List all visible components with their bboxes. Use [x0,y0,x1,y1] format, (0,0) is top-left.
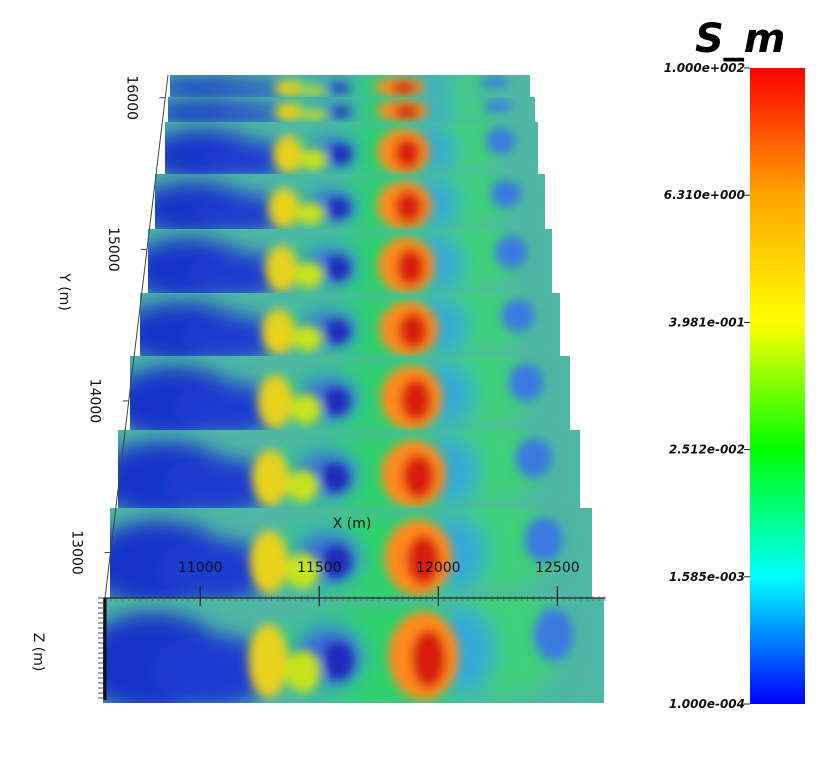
colorbar-label: 2.512e-002 [669,443,745,457]
model-slices [103,75,604,703]
x-tick-label: 12000 [416,560,461,576]
yellow-zone [261,309,296,355]
colorbar-label: 1.000e-004 [669,697,745,711]
yellow-zone [293,325,323,352]
red-zone [394,191,423,224]
colorbar-label: 6.310e+000 [664,188,745,202]
y-axis: 13000 14000 15000 16000 Y (m) [56,74,169,599]
slice-1 [170,75,530,97]
slice-6 [140,293,560,358]
deep-blue-zone [328,84,351,93]
deep-blue-zone [329,107,352,117]
x-tick-label: 11000 [178,560,223,576]
y-axis-line [104,74,169,599]
yellow-zone [268,188,300,229]
yellow-zone [257,375,293,429]
x-tick-label: 12500 [535,560,580,576]
colorbar: S_m 1.000e+002 6.310e+000 3.981e-001 2.512e… [664,16,805,711]
deep-blue-zone [326,197,350,219]
blue-zone [202,140,292,176]
y-tick-label: 15000 [105,227,121,272]
deep-blue-zone [329,144,352,165]
blue-zone [153,634,274,703]
slice-4 [155,174,545,231]
yellow-zone [301,86,327,95]
x-axis-title: X (m) [333,516,372,532]
yellow-zone [248,624,289,698]
blue-zone [164,458,276,510]
blue-zone [479,77,509,89]
slice-10 [103,598,604,703]
slice-8 [118,430,580,510]
blue-zone [206,82,293,97]
colorbar-label: 1.000e+002 [664,61,745,75]
z-axis-title: Z (m) [30,633,46,672]
red-zone [396,248,425,286]
red-zone [391,81,417,94]
slice-2 [168,97,535,122]
blue-zone [204,105,293,122]
blue-zone [495,235,528,269]
blue-zone [194,193,288,231]
red-zone [400,378,432,422]
yellow-zone [301,149,328,171]
deep-blue-zone [321,463,350,493]
yellow-zone [274,103,304,121]
y-tick-label: 14000 [87,379,103,424]
slice-3 [165,122,538,176]
yellow-zone [290,394,322,425]
deep-blue-zone [322,545,352,579]
deep-blue-zone [325,256,350,281]
deep-blue-zone [324,320,350,344]
yellow-zone [297,202,325,226]
slice-9 [110,508,592,598]
deep-blue-zone [323,387,350,416]
yellow-zone [295,262,324,289]
blue-zone [508,363,544,402]
x-axis: 11000 11500 12000 12500 X (m) [104,516,606,606]
yellow-zone [249,530,289,594]
y-tick-label: 16000 [123,75,139,120]
y-tick-label: 13000 [68,530,84,575]
red-zone [402,454,435,499]
x-tick-label: 11500 [297,560,342,576]
yellow-zone [274,80,304,96]
yellow-zone [285,650,321,693]
colorbar-title: S_m [695,16,786,62]
slice-7 [130,356,570,432]
red-zone [411,629,447,689]
red-zone [394,138,421,169]
yellow-zone [301,109,328,120]
blue-zone [533,608,574,661]
yellow-zone [273,135,304,174]
blue-zone [174,382,280,432]
blue-zone [483,99,513,112]
yellow-zone [285,553,320,589]
slice-5 [148,229,552,295]
blue-zone [524,517,564,562]
blue-zone [182,315,283,358]
yellow-zone [286,470,319,502]
blue-zone [501,299,535,332]
red-zone [393,104,420,119]
blue-zone [490,179,522,209]
z-axis: Z (m) [30,597,107,700]
yellow-zone [265,245,298,292]
red-zone [398,312,428,349]
blue-zone [515,438,553,478]
colorbar-label: 1.585e-003 [669,570,745,584]
deep-blue-zone [323,642,354,680]
colorbar-gradient [750,68,805,704]
blue-zone [158,539,274,598]
y-axis-title: Y (m) [56,272,72,311]
blue-zone [188,252,286,295]
blue-zone [485,127,516,155]
yellow-zone [251,450,289,506]
red-zone [406,535,441,586]
colorbar-label: 3.981e-001 [669,315,745,329]
